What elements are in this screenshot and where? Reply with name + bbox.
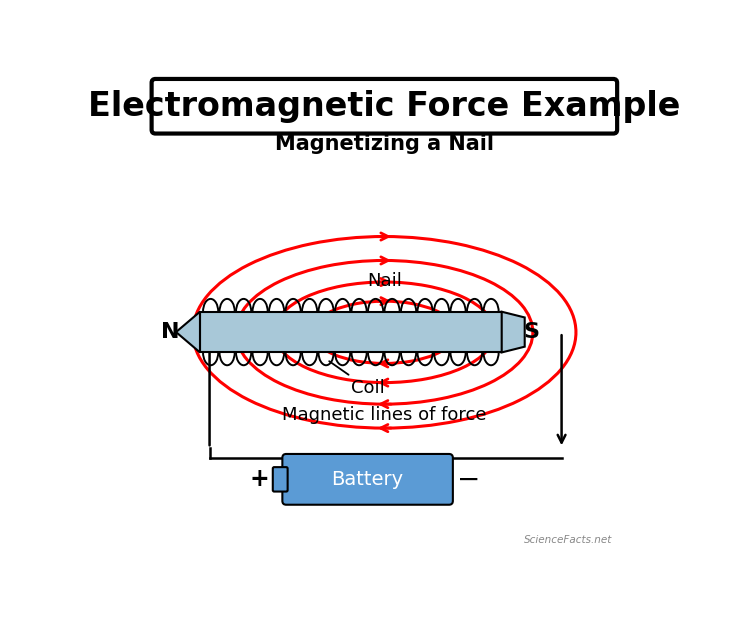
Text: Battery: Battery	[332, 470, 404, 489]
Text: Coil: Coil	[329, 361, 385, 397]
FancyBboxPatch shape	[282, 454, 453, 504]
Text: ScienceFacts.net: ScienceFacts.net	[524, 535, 612, 545]
Text: −: −	[457, 465, 480, 493]
Polygon shape	[176, 312, 200, 353]
Text: Electromagnetic Force Example: Electromagnetic Force Example	[88, 90, 680, 123]
Text: Magnetic lines of force: Magnetic lines of force	[282, 406, 487, 424]
Text: S: S	[524, 322, 539, 342]
Text: Magnetizing a Nail: Magnetizing a Nail	[274, 134, 494, 154]
Text: +: +	[250, 467, 270, 491]
Text: N: N	[161, 322, 179, 342]
Polygon shape	[502, 312, 525, 353]
Bar	[200, 312, 502, 353]
Text: Nail: Nail	[367, 272, 402, 290]
FancyBboxPatch shape	[152, 79, 617, 134]
FancyBboxPatch shape	[273, 467, 288, 491]
